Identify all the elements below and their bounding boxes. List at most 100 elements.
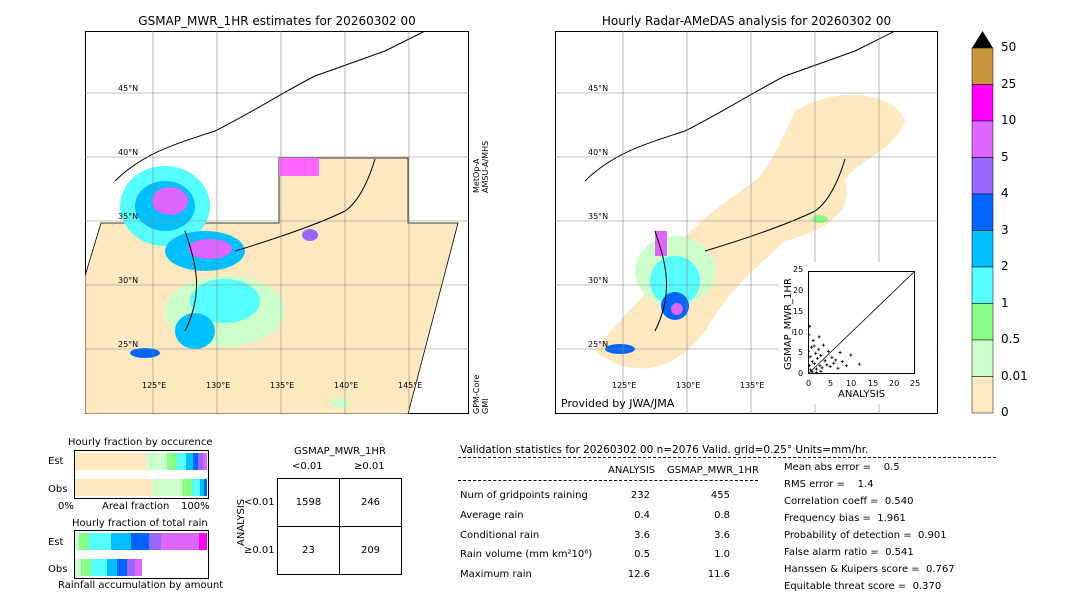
fraction-rain-obs: Obs — [48, 564, 68, 575]
scatter-point — [832, 361, 836, 365]
scatter-point — [827, 349, 831, 353]
validation-row-gsmap: 11.6 — [707, 569, 730, 580]
right-lat-25: 25°N — [588, 340, 609, 349]
validation-row-gsmap: 455 — [710, 490, 730, 501]
left-lon-125: 125°E — [142, 381, 167, 390]
score-hk: Hanssen & Kuipers score = 0.767 — [784, 564, 955, 575]
colorbar-label: 10 — [1001, 113, 1017, 127]
left-lon-135: 135°E — [270, 381, 295, 390]
scatter-point — [809, 345, 813, 349]
scatter-plot — [808, 271, 916, 375]
scatter-ytick-5: 5 — [798, 348, 804, 357]
fraction-rain-est: Est — [48, 537, 64, 548]
validation-row-label: Rain volume (mm km²10⁶) — [460, 549, 593, 560]
scatter-point — [815, 371, 819, 375]
score-frequency-bias: Frequency bias = 1.961 — [784, 513, 906, 524]
scatter-point — [809, 368, 813, 372]
score-correlation: Correlation coeff = 0.540 — [784, 496, 914, 507]
fraction-occ-chart — [74, 450, 209, 499]
scatter-diagonal — [808, 271, 916, 375]
contingency-grid: 1598 246 23 209 — [277, 478, 402, 575]
scatter-xtick-20: 20 — [889, 379, 900, 388]
fraction-occ-x100: 100% — [181, 501, 210, 512]
left-lat-35: 35°N — [118, 212, 139, 221]
contingency-cell-nn: 1598 — [295, 497, 322, 508]
scatter-point — [812, 344, 816, 348]
validation-row-analysis: 0.4 — [634, 510, 650, 521]
validation-divider — [458, 457, 996, 458]
score-far: False alarm ratio = 0.541 — [784, 547, 914, 558]
validation-header: Validation statistics for 20260302 00 n=… — [460, 444, 869, 456]
colorbar-label: 25 — [1001, 76, 1017, 91]
scatter-point — [810, 370, 814, 374]
colorbar-label: 2 — [1001, 259, 1009, 273]
scatter-point — [820, 366, 824, 370]
scatter-xtick-5: 5 — [828, 379, 834, 388]
scatter-point — [808, 333, 811, 337]
scatter-point — [836, 366, 840, 370]
left-lon-145: 145°E — [398, 381, 423, 390]
scatter-point — [825, 363, 829, 367]
sensor-top-label: MetOp-A AMSU-A/MHS — [472, 140, 490, 193]
scatter-ytick-20: 20 — [793, 286, 804, 295]
fraction-rain-title: Hourly fraction of total rain — [72, 518, 208, 529]
validation-row-label: Maximum rain — [460, 569, 532, 580]
scatter-point — [830, 356, 834, 360]
fraction-rain-obs-bar — [75, 559, 142, 576]
colorbar-segment — [971, 266, 994, 304]
validation-row-analysis: 232 — [630, 490, 650, 501]
validation-row-gsmap: 0.8 — [714, 510, 730, 521]
scatter-point — [828, 365, 832, 369]
scatter-point — [815, 356, 819, 360]
scatter-point — [817, 335, 821, 339]
left-lat-30: 30°N — [118, 276, 139, 285]
colorbar-segment — [971, 376, 994, 414]
credit-label: Provided by JWA/JMA — [561, 397, 675, 410]
validation-row-label: Conditional rain — [460, 530, 540, 541]
colorbar-label: 4 — [1001, 186, 1009, 200]
right-lon-125: 125°E — [612, 381, 637, 390]
fraction-occ-est-bar — [75, 453, 207, 470]
right-lat-40: 40°N — [588, 148, 609, 157]
scatter-point — [814, 351, 818, 355]
colorbar-segment — [971, 193, 994, 231]
validation-row-analysis: 3.6 — [634, 530, 650, 541]
scatter-point — [838, 351, 842, 355]
right-lon-135: 135°E — [740, 381, 765, 390]
scatter-point — [808, 355, 812, 359]
scatter-point — [810, 360, 814, 364]
right-map-title: Hourly Radar-AMeDAS analysis for 2026030… — [601, 14, 892, 28]
colorbar-extend-arrow — [972, 31, 993, 48]
scatter-inset-bg — [778, 262, 936, 404]
colorbar — [971, 31, 994, 414]
contingency-cell-yy: 209 — [360, 545, 381, 556]
fraction-occ-est: Est — [48, 456, 64, 467]
colorbar-label: 5 — [1001, 149, 1009, 164]
scatter-point — [808, 363, 811, 367]
colorbar-segment — [971, 120, 994, 158]
satellite-swath — [85, 157, 459, 414]
scatter-point — [821, 343, 825, 347]
validation-row-analysis: 0.5 — [634, 549, 650, 560]
fraction-occ-xmid: Areal fraction — [102, 501, 170, 512]
colorbar-segment — [971, 339, 994, 377]
validation-row-label: Average rain — [460, 510, 524, 521]
scatter-point — [812, 362, 816, 366]
colorbar-segment — [971, 303, 994, 341]
scatter-xtick-25: 25 — [910, 379, 921, 388]
scatter-point — [840, 360, 844, 364]
right-lon-130: 130°E — [676, 381, 701, 390]
score-pod: Probability of detection = 0.901 — [784, 530, 947, 541]
colorbar-segment — [971, 230, 994, 268]
validation-row-gsmap: 1.0 — [714, 549, 730, 560]
score-mae: Mean abs error = 0.5 — [784, 462, 900, 473]
scatter-xtick-15: 15 — [868, 379, 879, 388]
validation-col-analysis: ANALYSIS — [608, 465, 656, 476]
scatter-ytick-0: 0 — [798, 369, 804, 378]
scatter-point — [819, 353, 823, 357]
scatter-point — [808, 349, 810, 353]
fraction-rain-est-bar — [75, 533, 207, 550]
fraction-rain-footer: Rainfall accumulation by amount — [58, 580, 224, 591]
scatter-ytick-10: 10 — [793, 328, 804, 337]
scatter-xtick-0: 0 — [806, 379, 812, 388]
